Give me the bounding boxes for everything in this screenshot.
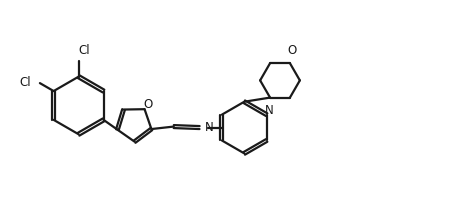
- Text: N: N: [205, 121, 213, 134]
- Text: Cl: Cl: [19, 76, 31, 89]
- Text: O: O: [288, 44, 297, 57]
- Text: Cl: Cl: [79, 44, 90, 57]
- Text: N: N: [265, 104, 274, 117]
- Text: O: O: [143, 98, 152, 111]
